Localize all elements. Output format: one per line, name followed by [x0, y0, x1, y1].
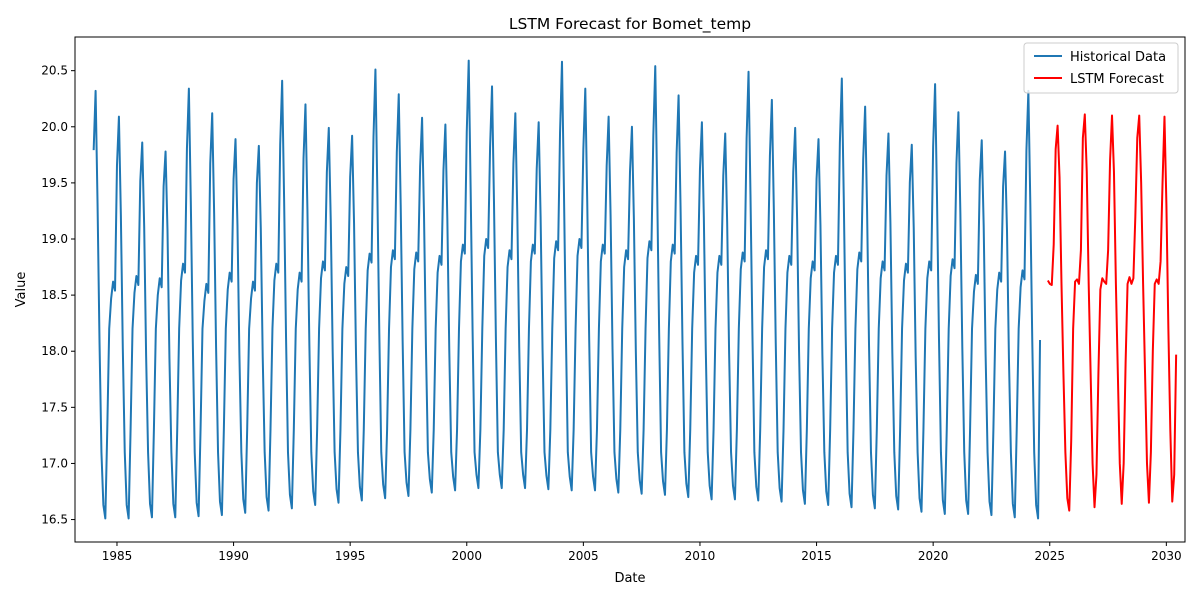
x-tick-label-1985: 1985 — [102, 549, 133, 563]
y-tick-label-17.5: 17.5 — [41, 400, 68, 414]
legend: Historical Data LSTM Forecast — [1023, 42, 1179, 94]
y-tick-label-19.0: 19.0 — [41, 232, 68, 246]
y-tick-label-17.0: 17.0 — [41, 456, 68, 470]
x-tick-label-2005: 2005 — [568, 549, 599, 563]
x-tick-label-2010: 2010 — [685, 549, 716, 563]
series-line-historical-data — [92, 59, 1042, 520]
y-tick-label-19.5: 19.5 — [41, 176, 68, 190]
x-axis-label: Date — [614, 571, 645, 586]
x-tick-label-2030: 2030 — [1151, 549, 1182, 563]
x-tick-label-2025: 2025 — [1034, 549, 1065, 563]
x-tick-label-1990: 1990 — [218, 549, 249, 563]
x-tick-label-2020: 2020 — [918, 549, 949, 563]
y-axis-label: Value — [14, 272, 29, 308]
plot-frame — [74, 36, 1186, 543]
legend-label-forecast: LSTM Forecast — [1070, 72, 1164, 87]
y-tick-label-16.5: 16.5 — [41, 513, 68, 527]
x-tick-label-2015: 2015 — [801, 549, 832, 563]
series-layer — [92, 59, 1178, 520]
legend-box — [1023, 42, 1179, 94]
y-tick-label-18.0: 18.0 — [41, 344, 68, 358]
series-line-lstm-forecast — [1047, 113, 1178, 512]
x-axis: 1985 1990 1995 2000 2005 2010 2015 2020 2025 2030 — [102, 542, 1182, 563]
y-tick-label-18.5: 18.5 — [41, 288, 68, 302]
x-tick-label-1995: 1995 — [335, 549, 366, 563]
chart-title: LSTM Forecast for Bomet_temp — [509, 15, 751, 34]
y-axis: 16.5 17.0 17.5 18.0 18.5 19.0 19.5 20.0 20.5 — [41, 64, 75, 527]
legend-label-historical: Historical Data — [1070, 50, 1166, 65]
y-tick-label-20.5: 20.5 — [41, 64, 68, 78]
x-tick-label-2000: 2000 — [451, 549, 482, 563]
y-tick-label-20.0: 20.0 — [41, 120, 68, 134]
